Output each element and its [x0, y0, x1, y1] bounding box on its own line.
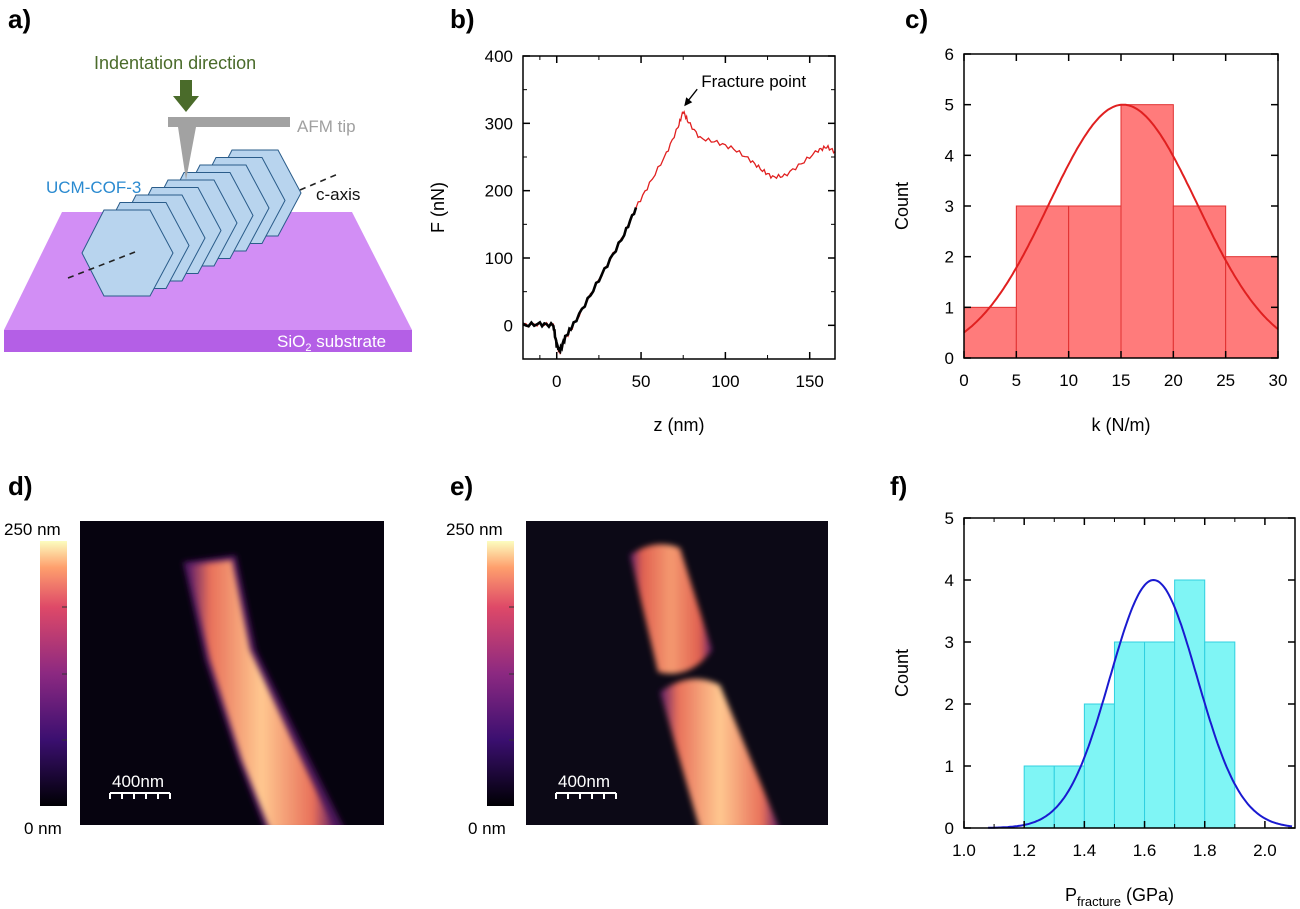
histogram-bar-f [1023, 765, 1055, 829]
y-tick-label-c: 3 [945, 197, 954, 216]
afm-tip-label: AFM tip [297, 117, 356, 136]
panel-label-b: b) [450, 4, 475, 34]
afm-image-d: 250 nm 0 nm 400nm [4, 520, 384, 838]
y-tick-label-f: 1 [945, 757, 954, 776]
fiber-d [188, 560, 333, 825]
x-tick-label-b: 50 [632, 372, 651, 391]
y-tick-label-c: 2 [945, 248, 954, 267]
colorbar-d-bottom-label: 0 nm [24, 819, 62, 838]
panel-label-c: c) [905, 4, 928, 34]
y-tick-label-f: 5 [945, 509, 954, 528]
scalebar-e [555, 792, 617, 799]
series-line-red [522, 110, 836, 355]
y-axis-label-c: Count [892, 182, 912, 230]
colorbar-e-bottom-label: 0 nm [468, 819, 506, 838]
crystal-stack [81, 149, 302, 297]
x-tick-label-c: 10 [1059, 371, 1078, 390]
histogram-bar-f [1113, 641, 1146, 829]
x-tick-label-f: 1.8 [1193, 841, 1217, 860]
y-tick-label-b: 400 [485, 47, 513, 66]
colorbar-e-top-label: 250 nm [446, 520, 503, 539]
x-tick-label-f: 1.0 [952, 841, 976, 860]
x-axis-label-c: k (N/m) [1092, 415, 1151, 435]
plot-frame-b [522, 55, 836, 360]
y-axis-label-f: Count [892, 649, 912, 697]
y-tick-label-c: 5 [945, 96, 954, 115]
x-tick-label-c: 30 [1269, 371, 1288, 390]
chart-f: 1.0 1.2 1.4 1.6 1.8 2.0 0 1 2 3 4 5 Pfracture (GPa) C… [892, 509, 1296, 909]
histogram-bar-c [963, 306, 1017, 359]
x-tick-label-c: 15 [1112, 371, 1131, 390]
x-tick-label-f: 1.2 [1012, 841, 1036, 860]
series-line-black [522, 207, 638, 355]
y-tick-label-b: 200 [485, 182, 513, 201]
histogram-bar-c [1172, 205, 1227, 359]
y-tick-label-b: 100 [485, 249, 513, 268]
histogram-bar-f [1083, 703, 1115, 829]
c-axis-label: c-axis [316, 185, 360, 204]
histogram-bar-c [1015, 205, 1070, 359]
crystal-label: UCM-COF-3 [46, 178, 141, 197]
histogram-bar-f [1144, 641, 1176, 829]
y-tick-label-f: 2 [945, 695, 954, 714]
x-tick-label-b: 0 [552, 372, 561, 391]
schematic-panel: SiO2 substrate UCM-COF-3 c-axis AFM tip … [4, 53, 412, 354]
histogram-bar-c [1225, 256, 1279, 359]
scalebar-d-label: 400nm [112, 772, 164, 791]
y-tick-label-b: 300 [485, 114, 513, 133]
x-tick-label-b: 150 [796, 372, 824, 391]
y-tick-label-f: 0 [945, 819, 954, 838]
y-tick-label-c: 0 [945, 349, 954, 368]
indentation-arrow-icon [173, 80, 199, 112]
chart-c: 0 5 10 15 20 25 30 0 1 2 3 4 5 6 k (N/m) Count [892, 45, 1287, 435]
y-tick-label-c: 1 [945, 298, 954, 317]
histogram-bar-c [1120, 104, 1174, 359]
histogram-bar-f [1053, 765, 1085, 829]
x-tick-label-f: 1.4 [1073, 841, 1097, 860]
substrate-front [4, 330, 412, 352]
c-axis-line-back [299, 173, 339, 191]
scalebar-e-label: 400nm [558, 772, 610, 791]
x-tick-label-c: 5 [1012, 371, 1021, 390]
chart-b: 0 50 100 150 0 100 200 300 400 Fracture point z (n… [428, 47, 836, 435]
colorbar-d-top-label: 250 nm [4, 520, 61, 539]
substrate-label: SiO2 substrate [277, 332, 386, 354]
y-tick-label-f: 4 [945, 571, 954, 590]
annotation-arrow-head [684, 97, 693, 107]
plot-frame-f [963, 517, 1296, 829]
histogram-bar-f [1204, 641, 1236, 829]
x-tick-label-c: 20 [1164, 371, 1183, 390]
annotation-label: Fracture point [701, 72, 806, 91]
y-tick-label-c: 6 [945, 45, 954, 64]
y-tick-label-b: 0 [504, 316, 513, 335]
fiber-e-lower [660, 678, 778, 825]
gaussian-fit-c [963, 103, 1279, 334]
y-tick-label-f: 3 [945, 633, 954, 652]
panel-label-f: f) [890, 471, 907, 501]
x-tick-label-f: 1.6 [1133, 841, 1157, 860]
histogram-bar-c [1068, 205, 1122, 359]
y-tick-label-c: 4 [945, 146, 954, 165]
panel-label-e: e) [450, 471, 473, 501]
fiber-e-upper [630, 544, 712, 674]
x-tick-label-c: 0 [959, 371, 968, 390]
scalebar-d [109, 792, 171, 799]
x-tick-label-c: 25 [1216, 371, 1235, 390]
y-axis-label-b: F (nN) [428, 182, 448, 233]
x-tick-label-b: 100 [711, 372, 739, 391]
panel-label-a: a) [8, 4, 31, 34]
x-tick-label-f: 2.0 [1253, 841, 1277, 860]
indentation-label: Indentation direction [94, 53, 256, 73]
x-axis-label-f: Pfracture (GPa) [1065, 885, 1174, 909]
crystal-layer [81, 209, 174, 297]
afm-image-e: 250 nm 0 nm 400nm [446, 520, 828, 838]
panel-label-d: d) [8, 471, 33, 501]
afm-tip-icon [168, 117, 290, 180]
c-axis-line-front [67, 251, 136, 279]
gaussian-fit-f [988, 578, 1293, 829]
x-axis-label-b: z (nm) [654, 415, 705, 435]
